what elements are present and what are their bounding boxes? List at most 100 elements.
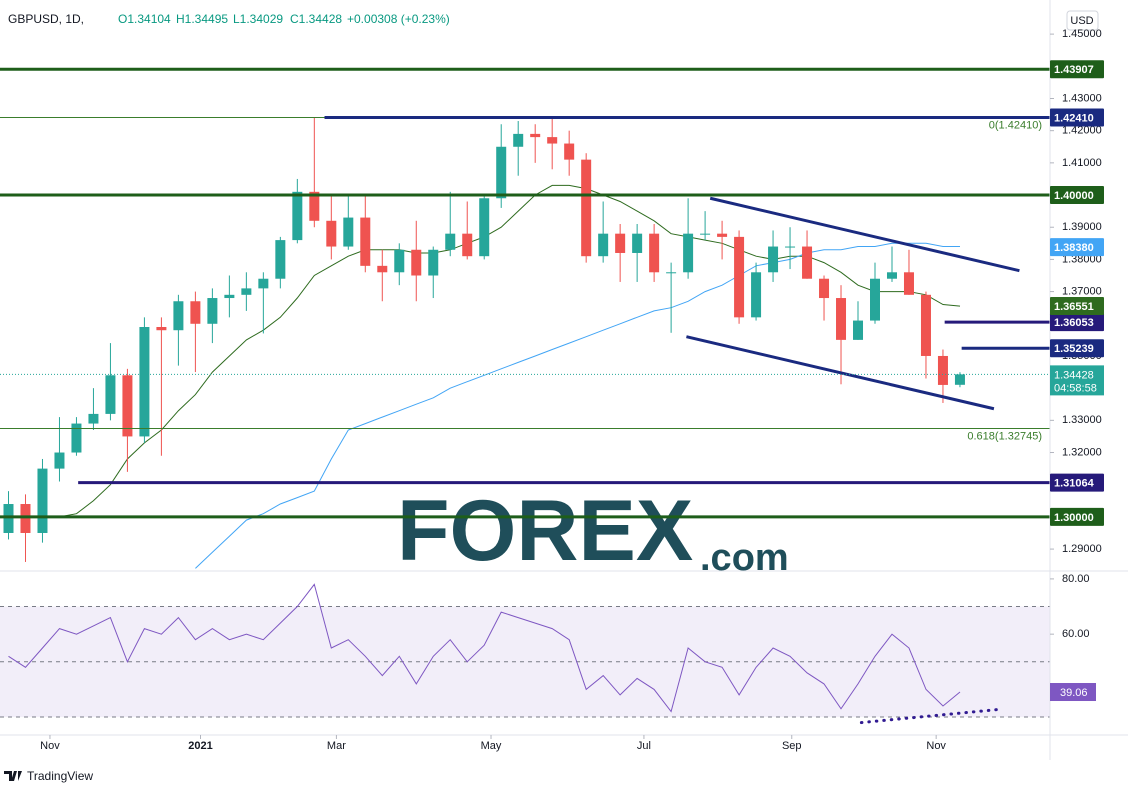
- trendline: [686, 335, 995, 411]
- price-tag: [1050, 507, 1104, 526]
- fib-label: 0(1.42410): [989, 119, 1042, 131]
- candle-body: [853, 320, 864, 340]
- candle-body: [54, 452, 65, 469]
- x-tick-label: May: [481, 740, 502, 752]
- x-tick-label: Nov: [926, 740, 946, 752]
- candle-body: [411, 249, 422, 276]
- moving-average: [195, 242, 960, 569]
- candle-body: [581, 159, 592, 257]
- price-tag-label: 1.36551: [1054, 301, 1094, 313]
- y-tick-label: 1.45000: [1062, 28, 1102, 40]
- y-tick-label: 1.32000: [1062, 446, 1102, 458]
- price-tag: [1050, 313, 1104, 332]
- candle-body: [886, 272, 897, 279]
- watermark: FOREX: [397, 483, 693, 579]
- candle-body: [88, 413, 99, 424]
- currency-box[interactable]: [1066, 10, 1099, 31]
- candle-body: [326, 220, 337, 247]
- candle-body: [292, 191, 303, 241]
- ohlc-high: H1.34495: [176, 12, 228, 26]
- candle-body: [666, 272, 677, 274]
- y-tick-label: 1.33000: [1062, 414, 1102, 426]
- price-tag: [1050, 297, 1104, 316]
- price-tag-label: 1.35239: [1054, 343, 1094, 355]
- price-tag-label: 1.31064: [1054, 478, 1095, 490]
- candle-body: [683, 233, 694, 273]
- price-tag-label: 1.30000: [1054, 512, 1094, 524]
- ohlc-close: C1.34428: [290, 12, 342, 26]
- price-pane: 0(1.42410) 0.618(1.32745): [0, 67, 1050, 569]
- price-tag-label: 1.42410: [1054, 112, 1094, 124]
- x-tick-label: Mar: [327, 740, 346, 752]
- candle-body: [3, 504, 14, 533]
- candle-body: [870, 278, 880, 321]
- price-tag: [1050, 473, 1104, 492]
- x-tick-label: Sep: [782, 740, 802, 752]
- candle-body: [139, 327, 150, 437]
- y-tick-label: 1.43000: [1062, 92, 1102, 104]
- candle-body: [207, 298, 218, 324]
- candle-body: [598, 233, 609, 257]
- fib-label: 0.618(1.32745): [967, 430, 1042, 442]
- candle-body: [530, 133, 541, 138]
- candle-body: [190, 301, 201, 324]
- candle-body: [717, 233, 728, 237]
- candle-body: [37, 468, 48, 533]
- price-tag: [1050, 108, 1104, 127]
- y-tick-label: 1.37000: [1062, 286, 1102, 298]
- candle-body: [462, 233, 473, 257]
- last-price-tag: [1050, 365, 1104, 396]
- candle-body: [513, 133, 524, 147]
- candle-body: [445, 233, 456, 250]
- candle-body: [802, 246, 813, 279]
- logo-icon: [4, 771, 22, 781]
- y-tick-label: 1.38000: [1062, 253, 1102, 265]
- rsi-pane: [0, 583, 1050, 725]
- rsi-tag-label: 39.06: [1060, 687, 1088, 699]
- y-tick-label: 1.41000: [1062, 157, 1102, 169]
- candle-body: [920, 294, 931, 356]
- candle-body: [173, 301, 184, 331]
- candle-body: [343, 217, 354, 247]
- candle-body: [700, 233, 711, 235]
- candle-body: [224, 294, 235, 299]
- trendline: [709, 196, 1020, 273]
- candle-body: [479, 198, 490, 257]
- rsi-band: [0, 606, 1050, 718]
- price-tag-label: 1.43907: [1054, 64, 1094, 76]
- candle-body: [734, 236, 745, 318]
- candle-body: [836, 298, 847, 340]
- logo: TradingView: [4, 769, 93, 783]
- rsi-line: [8, 583, 961, 713]
- price-tag: [1050, 339, 1104, 358]
- candle-body: [547, 137, 558, 144]
- candle-body: [937, 355, 948, 385]
- candle-body: [71, 423, 82, 453]
- candle-body: [615, 233, 626, 253]
- candle-body: [394, 249, 405, 273]
- watermark-suffix: .com: [700, 537, 789, 579]
- candle-body: [954, 374, 965, 385]
- candle-body: [564, 143, 575, 160]
- symbol: GBPUSD, 1D,: [8, 12, 84, 26]
- footer: TradingView: [27, 769, 93, 783]
- y-tick-label: 1.29000: [1062, 543, 1102, 555]
- candle-body: [258, 278, 269, 289]
- candle-body: [903, 272, 914, 295]
- x-tick-label: Nov: [40, 740, 60, 752]
- rsi-trendline: [859, 708, 999, 725]
- price-tag-label: 1.40000: [1054, 190, 1094, 202]
- countdown: 04:58:58: [1054, 382, 1097, 394]
- ohlc-low: L1.34029: [233, 12, 283, 26]
- ohlc-open: O1.34104: [118, 12, 171, 26]
- candle-body: [275, 240, 286, 279]
- candle-body: [377, 265, 388, 273]
- last-price-label: 1.34428: [1054, 369, 1094, 381]
- y-tick-label: 1.39000: [1062, 221, 1102, 233]
- ohlc-change: +0.00308 (+0.23%): [347, 12, 450, 26]
- x-tick-label: 2021: [188, 740, 212, 752]
- candle-body: [156, 327, 167, 331]
- price-tag: [1050, 186, 1104, 205]
- rsi-tick-label: 80.00: [1062, 573, 1090, 585]
- price-tag: [1050, 238, 1104, 257]
